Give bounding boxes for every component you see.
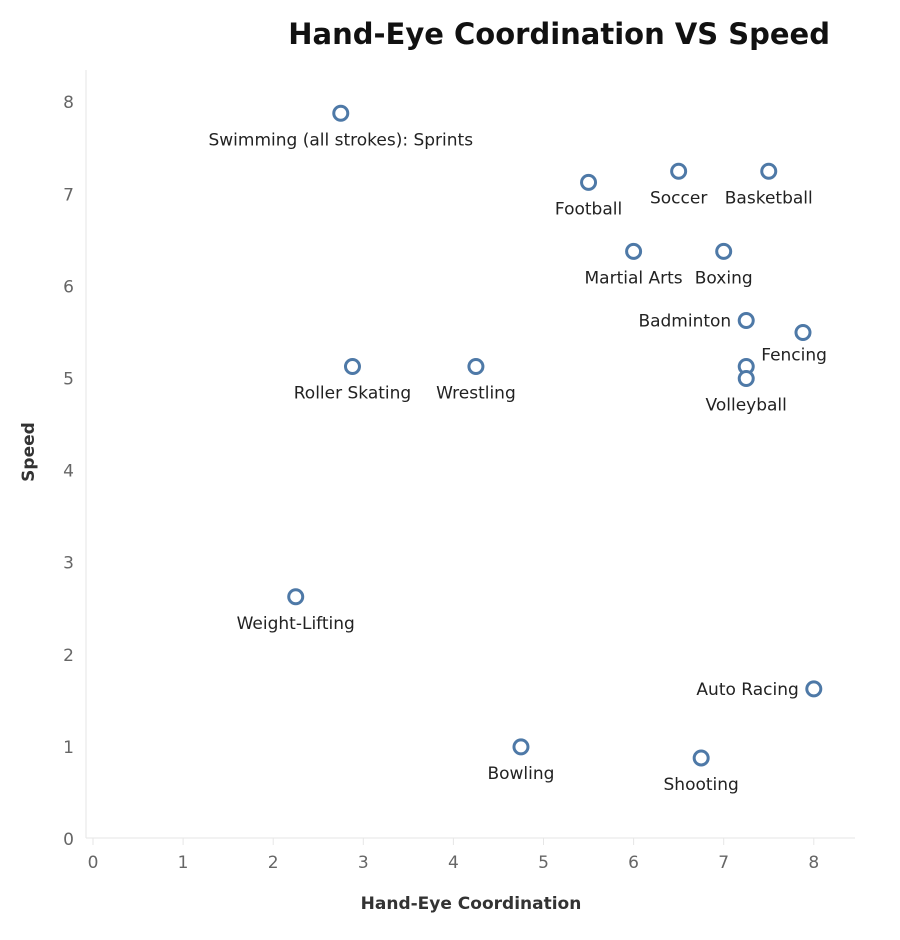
y-tick-label: 0	[63, 830, 74, 850]
data-point	[692, 749, 710, 767]
x-tick-label: 8	[808, 853, 819, 873]
point-label: Martial Arts	[585, 268, 683, 288]
x-tick-label: 1	[178, 853, 189, 873]
x-tick-label: 5	[538, 853, 549, 873]
y-tick-label: 7	[63, 185, 74, 205]
data-point	[794, 323, 812, 341]
y-tick-label: 4	[63, 462, 74, 482]
point-label: Roller Skating	[294, 384, 411, 404]
y-tick-label: 1	[63, 738, 74, 758]
data-point	[512, 738, 530, 756]
y-tick-label: 2	[63, 646, 74, 666]
y-tick-label: 3	[63, 554, 74, 574]
y-tick-label: 5	[63, 370, 74, 390]
data-point	[737, 370, 755, 387]
data-point	[287, 588, 305, 606]
data-point	[760, 162, 778, 180]
data-point	[805, 680, 823, 698]
point-label: Shooting	[664, 775, 739, 795]
point-label: Badminton	[638, 311, 731, 331]
x-tick-label: 3	[358, 853, 369, 873]
x-tick-label: 2	[268, 853, 279, 873]
data-point	[580, 173, 598, 191]
point-labels: Swimming (all strokes): Sprints Football S…	[208, 130, 826, 795]
data-point	[343, 358, 361, 376]
chart-title: Hand-Eye Coordination VS Speed	[288, 17, 830, 51]
data-point	[715, 242, 733, 260]
y-axis-title: Speed	[19, 422, 39, 482]
x-axis-title: Hand-Eye Coordination	[361, 894, 582, 914]
data-point	[467, 358, 485, 376]
point-label: Wrestling	[436, 384, 516, 404]
x-tick-label: 7	[718, 853, 729, 873]
x-tick-label: 0	[88, 853, 99, 873]
point-label: Swimming (all strokes): Sprints	[208, 130, 473, 150]
x-tick-label: 6	[628, 853, 639, 873]
point-label: Basketball	[725, 188, 813, 208]
data-point	[737, 311, 755, 329]
x-axis-ticks: 0 1 2 3 4 5 6 7 8	[88, 838, 819, 873]
point-label: Volleyball	[706, 396, 787, 416]
point-label: Bowling	[487, 764, 554, 784]
point-label: Auto Racing	[696, 680, 798, 700]
y-axis-ticks: 0 1 2 3 4 5 6 7 8	[63, 93, 74, 850]
point-label: Fencing	[761, 346, 827, 366]
point-label: Football	[555, 199, 622, 219]
data-point	[625, 242, 643, 260]
point-label: Boxing	[695, 268, 753, 288]
y-tick-label: 8	[63, 93, 74, 113]
point-label: Weight-Lifting	[237, 614, 355, 634]
point-label: Soccer	[650, 188, 707, 208]
y-tick-label: 6	[63, 277, 74, 297]
data-points	[287, 104, 823, 767]
x-tick-label: 4	[448, 853, 459, 873]
data-point	[332, 104, 350, 122]
data-point	[670, 162, 688, 180]
